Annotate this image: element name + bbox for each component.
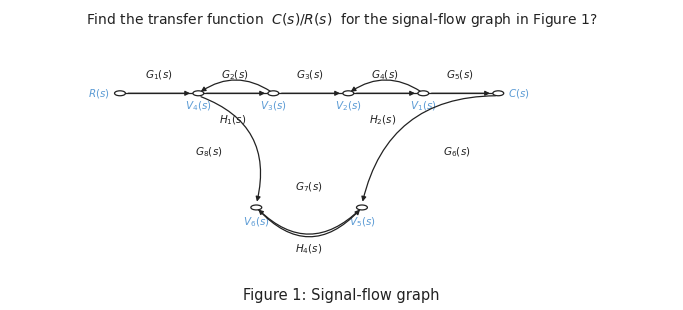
Circle shape (268, 91, 279, 96)
Text: $G_4(s)$: $G_4(s)$ (372, 68, 399, 82)
Text: $G_3(s)$: $G_3(s)$ (296, 68, 324, 82)
Text: Figure 1: Signal-flow graph: Figure 1: Signal-flow graph (243, 287, 440, 303)
FancyArrowPatch shape (352, 80, 421, 92)
FancyArrowPatch shape (258, 210, 359, 237)
Circle shape (251, 205, 262, 210)
Text: Find the transfer function  $C(s)/R(s)$  for the signal-flow graph in Figure 1?: Find the transfer function $C(s)/R(s)$ f… (86, 11, 597, 29)
Circle shape (357, 205, 367, 210)
Text: $V_1(s)$: $V_1(s)$ (410, 100, 436, 113)
Text: $G_6(s)$: $G_6(s)$ (443, 145, 471, 159)
Text: $C(s)$: $C(s)$ (509, 87, 530, 100)
Circle shape (418, 91, 429, 96)
Text: $H_4(s)$: $H_4(s)$ (295, 242, 322, 256)
Text: $H_2(s)$: $H_2(s)$ (369, 114, 396, 127)
Circle shape (493, 91, 504, 96)
Circle shape (115, 91, 126, 96)
Text: $V_2(s)$: $V_2(s)$ (335, 100, 361, 113)
Circle shape (343, 91, 354, 96)
FancyArrowPatch shape (201, 97, 260, 200)
FancyArrowPatch shape (202, 80, 271, 92)
Text: $G_8(s)$: $G_8(s)$ (195, 145, 223, 159)
Text: $G_2(s)$: $G_2(s)$ (221, 68, 249, 82)
Text: $R(s)$: $R(s)$ (88, 87, 110, 100)
Text: $G_7(s)$: $G_7(s)$ (295, 181, 322, 194)
Text: $V_3(s)$: $V_3(s)$ (260, 100, 287, 113)
FancyArrowPatch shape (260, 210, 360, 234)
FancyArrowPatch shape (362, 96, 495, 200)
Circle shape (193, 91, 204, 96)
Text: $V_6(s)$: $V_6(s)$ (243, 215, 270, 229)
Text: $V_5(s)$: $V_5(s)$ (348, 215, 375, 229)
Text: $G_1(s)$: $G_1(s)$ (145, 68, 173, 82)
Text: $G_5(s)$: $G_5(s)$ (446, 68, 474, 82)
Text: $V_4(s)$: $V_4(s)$ (185, 100, 212, 113)
Text: $H_1(s)$: $H_1(s)$ (219, 114, 246, 127)
